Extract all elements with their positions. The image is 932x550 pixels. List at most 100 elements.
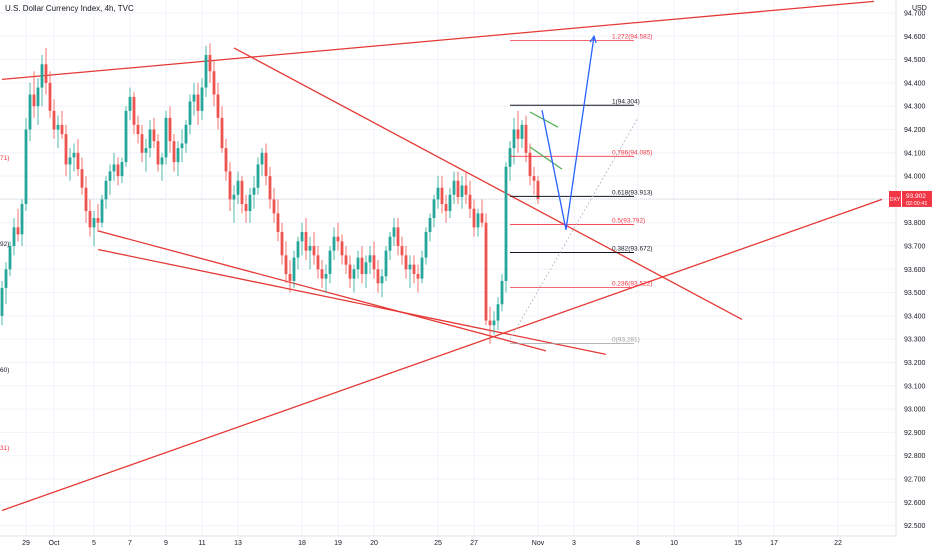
candle-body: [256, 164, 260, 188]
lower-channel-line-b[interactable]: [97, 248, 607, 355]
time-tick-label: 11: [198, 540, 205, 547]
price-tick-label: 93.500: [904, 290, 926, 297]
candle-body: [480, 213, 484, 223]
time-axis-background: [0, 536, 896, 550]
candle-body: [384, 250, 388, 277]
candle-body: [340, 241, 344, 256]
candle-body: [376, 269, 380, 284]
price-tick-label: 94.200: [904, 127, 926, 134]
candle-body: [472, 208, 476, 228]
candle-body: [316, 255, 320, 270]
green-channel-bottom[interactable]: [529, 146, 563, 170]
candle-body: [512, 129, 516, 149]
price-tick-label: 94.400: [904, 80, 926, 87]
candle-body: [64, 134, 68, 165]
lower-channel-line-a[interactable]: [97, 230, 547, 352]
candle-body: [96, 218, 100, 223]
candle-body: [172, 141, 176, 163]
candle-body: [220, 117, 224, 149]
time-tick-label: 25: [434, 540, 442, 547]
time-tick-label: Nov: [532, 540, 545, 547]
ascending-support-line[interactable]: [1, 198, 883, 512]
candle-body: [68, 157, 72, 165]
time-tick-label: 10: [670, 540, 678, 547]
candle-body: [236, 180, 240, 195]
candle-body: [116, 164, 120, 177]
candle-body: [20, 204, 24, 235]
price-tick-label: 93.800: [904, 220, 926, 227]
symbol-badge: [889, 190, 901, 207]
candle-body: [492, 320, 496, 326]
candle-body: [516, 129, 520, 139]
candle-body: [72, 152, 76, 158]
candle-body: [60, 124, 64, 135]
fib-trend-dashed-guide[interactable]: [509, 117, 639, 340]
price-tick-label: 92.700: [904, 477, 926, 484]
price-tick-label: 94.100: [904, 150, 926, 157]
candle-body: [112, 164, 116, 172]
projection-drawings[interactable]: [509, 34, 639, 340]
candle-body: [28, 94, 32, 130]
time-tick-label: 13: [234, 540, 242, 547]
candle-body: [528, 152, 532, 177]
trendlines[interactable]: [1, 0, 883, 512]
candle-body: [344, 255, 348, 265]
candle-body: [148, 129, 152, 149]
candle-body: [520, 124, 524, 139]
candle-body: [120, 162, 124, 177]
candle-body: [324, 273, 328, 279]
price-tick-label: 93.100: [904, 383, 926, 390]
time-axis[interactable]: 29 Oct 5 7 9 11 13 18 19 20 25 27 Nov 3 8 10 15 17 22: [0, 535, 896, 550]
time-tick-label: 27: [470, 540, 478, 547]
projection-arrowhead[interactable]: [589, 34, 597, 44]
descending-resistance-line[interactable]: [233, 47, 743, 320]
candle-body: [380, 276, 384, 284]
candle-body: [504, 166, 508, 281]
candle-body: [284, 255, 288, 274]
candle-body: [444, 204, 448, 212]
currency-label: USD: [912, 5, 927, 12]
candle-body: [448, 194, 452, 212]
candle-body: [12, 227, 16, 246]
candle-body: [0, 287, 4, 316]
time-tick-label: 18: [298, 540, 306, 547]
candle-body: [296, 241, 300, 258]
candle-body: [168, 117, 172, 142]
candle-body: [16, 227, 20, 235]
time-tick-label: 22: [834, 540, 842, 547]
upper-channel-line[interactable]: [1, 0, 875, 81]
candle-body: [308, 246, 312, 251]
candle-body: [192, 94, 196, 102]
candle-body: [388, 236, 392, 251]
candlesticks: [0, 43, 540, 344]
candle-body: [204, 54, 208, 88]
candle-body: [396, 227, 400, 246]
price-tick-label: 92.600: [904, 500, 926, 507]
candle-body: [184, 124, 188, 144]
candle-body: [440, 187, 444, 205]
candle-body: [44, 64, 48, 83]
candle-body: [428, 218, 432, 233]
candle-body: [460, 185, 464, 198]
candle-body: [244, 204, 248, 212]
projection-path[interactable]: [541, 36, 595, 230]
candle-body: [476, 213, 480, 228]
time-tick-label: 29: [22, 540, 30, 547]
candle-body: [312, 246, 316, 256]
price-tick-label: 92.900: [904, 430, 926, 437]
chart-grid: [0, 0, 896, 536]
candle-body: [348, 264, 352, 279]
candle-body: [4, 269, 8, 288]
candle-body: [288, 273, 292, 281]
candle-body: [268, 176, 272, 200]
fib-level-label: 0.618(93.913): [612, 189, 652, 196]
candle-body: [332, 236, 336, 251]
fibonacci-retracement[interactable]: 1.272(94.582) 1(94.304) 0.786(94.085) 0.618…: [510, 33, 652, 345]
price-tick-label: 94.700: [904, 11, 926, 18]
left-cutoff-label: 31): [0, 445, 9, 452]
candle-body: [124, 110, 128, 163]
candle-body: [420, 257, 424, 279]
